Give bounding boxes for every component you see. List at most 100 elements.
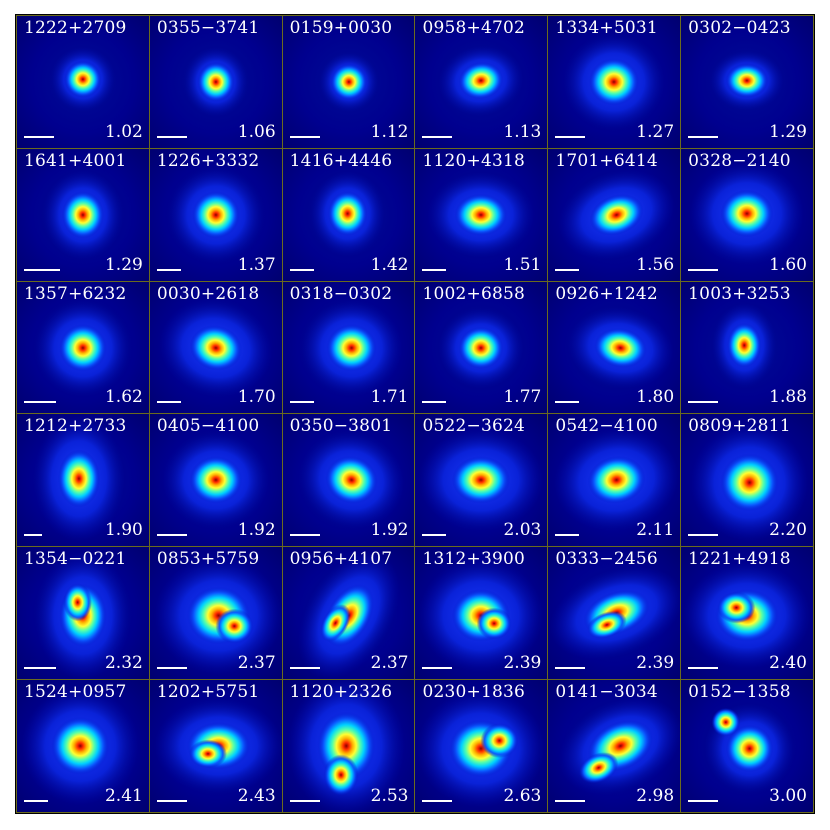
scale-bar [156,135,187,138]
emission-map [563,33,665,130]
scale-bar [289,268,314,271]
scale-bar [24,135,54,138]
source-panel: 0230+1836 2.63 [415,680,548,812]
scale-bar [555,401,580,404]
emission-map [298,431,405,530]
source-panel: 0956+4107 2.37 [282,547,415,680]
source-name: 0159+0030 [289,18,393,38]
emission-map [318,52,379,112]
emission-map [33,416,125,542]
emission-map [559,697,681,796]
source-panel: 0152−1358 3.00 [681,680,813,812]
scale-bar [688,799,719,802]
source-value: 1.60 [769,254,807,275]
source-panel: 0809+2811 2.20 [681,414,813,547]
emission-map [418,429,545,532]
source-name: 0141−3034 [555,682,658,703]
source-value: 2.03 [503,520,542,541]
emission-map [710,50,785,111]
scale-bar [422,667,453,670]
scale-bar [156,799,187,802]
source-panel: 1222+2709 1.02 [17,16,149,148]
source-value: 2.37 [370,653,409,674]
emission-map [297,552,400,680]
source-panel: 0328−2140 1.60 [681,148,813,281]
source-panel: 0159+0030 1.12 [282,16,415,148]
emission-map [558,169,675,260]
source-name: 0355−3741 [156,18,260,38]
emission-map [159,298,273,397]
source-panel: 0141−3034 2.98 [548,680,681,812]
source-name: 1202+5751 [156,682,260,703]
source-panel: 0333−2456 2.39 [548,547,681,680]
scale-bar [688,135,719,138]
source-name: 0030+2618 [156,283,260,304]
source-value: 1.51 [503,254,542,275]
source-value: 1.71 [370,387,409,408]
emission-map [43,169,123,260]
source-panel: 0350−3801 1.92 [282,414,415,547]
source-name: 0809+2811 [688,416,791,437]
source-value: 1.77 [503,387,542,408]
source-value: 1.29 [104,254,143,275]
source-panel: 1701+6414 1.56 [548,148,681,281]
scale-bar [24,534,42,537]
image-mosaic: 1222+2709 1.02 0355−3741 1.06 0159+0030 1.12 0… [15,14,815,814]
scale-bar [289,799,320,802]
source-name: 1701+6414 [555,150,658,171]
emission-map [300,299,402,396]
source-value: 1.12 [370,121,409,142]
source-value: 1.70 [237,387,276,408]
source-name: 1357+6232 [24,283,127,304]
scale-bar [688,534,719,537]
emission-map [287,680,405,812]
emission-map [417,689,546,808]
source-value: 1.92 [237,520,276,541]
source-panel: 1416+4446 1.42 [282,148,415,281]
emission-map [690,162,805,265]
emission-map [50,46,116,112]
source-value: 1.13 [503,121,542,142]
emission-map [21,687,140,805]
scale-bar [422,799,453,802]
source-panel: 0926+1242 1.80 [548,281,681,414]
scale-bar [555,667,586,670]
source-value: 1.80 [636,387,675,408]
source-name: 0328−2140 [688,150,791,171]
source-panel: 1226+3332 1.37 [149,148,282,281]
source-value: 1.37 [237,254,276,275]
source-name: 1120+2326 [289,682,393,703]
source-panel: 0030+2618 1.70 [149,281,282,414]
source-panel: 1120+2326 2.53 [282,680,415,812]
emission-map [183,47,249,117]
source-value: 2.37 [237,653,276,674]
emission-map [167,166,264,263]
source-value: 1.42 [370,254,409,275]
emission-map [704,703,795,794]
source-name: 1641+4001 [24,150,127,171]
source-name: 1524+0957 [24,682,127,703]
source-value: 2.43 [237,785,276,806]
emission-map [154,557,282,675]
source-name: 1334+5031 [555,18,658,38]
source-name: 0958+4702 [422,18,526,38]
source-panel: 1120+4318 1.51 [415,148,548,281]
scale-bar [289,135,320,138]
source-value: 2.20 [769,520,807,541]
source-value: 1.27 [636,121,675,142]
source-name: 0926+1242 [555,283,658,304]
scale-bar [156,401,181,404]
scale-bar [289,401,314,404]
source-name: 0230+1836 [422,682,526,703]
source-name: 1002+6858 [422,283,526,304]
emission-map [712,302,777,388]
source-value: 3.00 [769,785,807,806]
source-name: 0522−3624 [422,416,526,437]
source-name: 0333−2456 [555,549,658,570]
source-value: 1.62 [104,387,143,408]
source-panel: 0542−4100 2.11 [548,414,681,547]
emission-map [418,558,545,673]
source-name: 0350−3801 [289,416,393,437]
source-name: 1312+3900 [422,549,526,570]
source-name: 0956+4107 [289,549,393,570]
